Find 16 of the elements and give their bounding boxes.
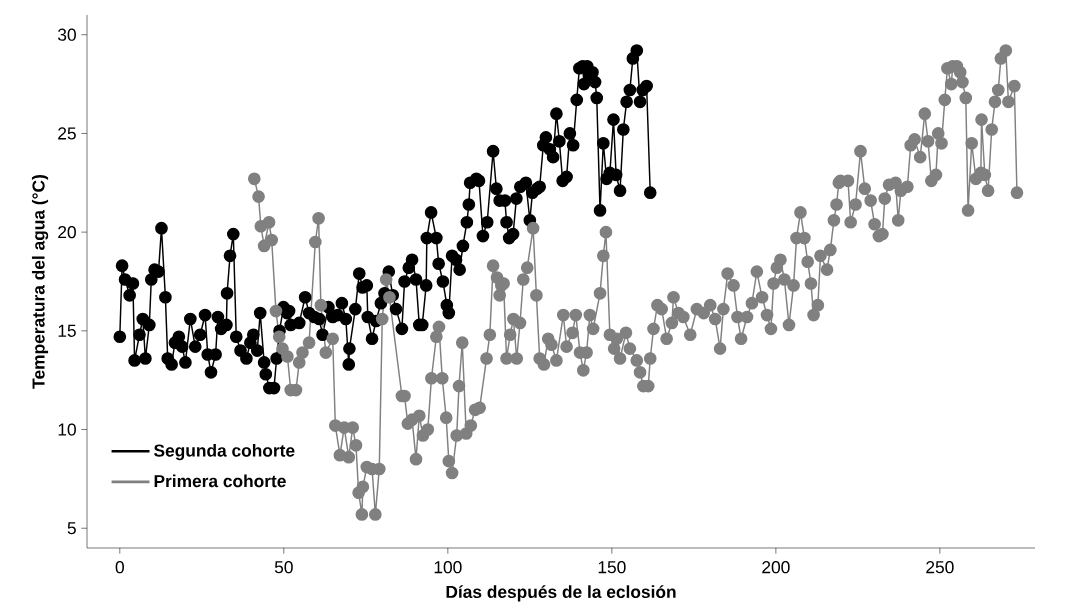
y-tick-label: 10	[58, 423, 76, 436]
y-tick-label: 20	[58, 226, 76, 239]
legend-label: Segunda cohorte	[154, 443, 295, 461]
y-tick-label: 5	[67, 522, 76, 535]
y-axis-title: Temperatura del agua (°C)	[31, 175, 49, 389]
x-tick-label: 200	[762, 561, 790, 574]
x-tick-label: 150	[598, 561, 626, 574]
x-tick-label: 250	[926, 561, 954, 574]
y-tick-label: 25	[58, 127, 76, 140]
x-tick-label: 50	[274, 561, 293, 574]
legend-label: Primera cohorte	[154, 474, 286, 488]
x-tick-label: 100	[434, 561, 462, 574]
y-tick-label: 30	[57, 28, 76, 41]
x-tick-label: 0	[115, 561, 124, 574]
y-tick-label: 15	[58, 324, 76, 337]
x-axis-title: Días después de la eclosión	[446, 585, 676, 602]
